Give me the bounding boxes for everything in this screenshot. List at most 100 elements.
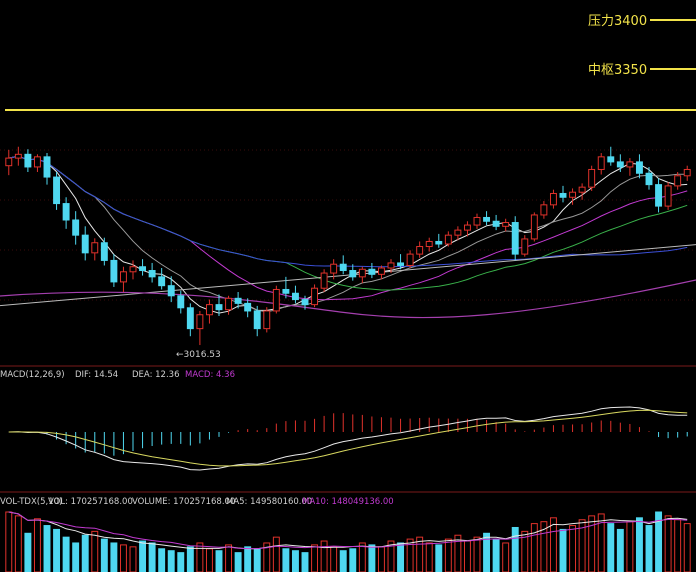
volume-bar-0	[5, 511, 13, 572]
volume-bar-70	[674, 519, 682, 572]
candle-body-43	[416, 246, 424, 255]
volume-bar-37	[358, 542, 366, 572]
ma60-line	[8, 155, 688, 268]
volume-bar-17	[167, 550, 175, 572]
candle-body-9	[91, 242, 99, 254]
volume-bar-5	[53, 528, 61, 572]
candle-body-42	[406, 253, 414, 266]
candle-body-55	[530, 214, 538, 240]
volume-bar-11	[110, 542, 118, 572]
volume-bar-65	[626, 521, 634, 572]
volume-bar-22	[215, 550, 223, 572]
candle-body-19	[186, 307, 194, 330]
candle-body-65	[626, 161, 634, 168]
volume-bar-45	[435, 544, 443, 572]
macd-panel: MACD(12,26,9) DIF: 14.54 DEA: 12.36 MACD…	[0, 365, 696, 471]
candle-body-47	[454, 229, 462, 236]
volume-bar-67	[645, 525, 653, 572]
candle-body-15	[148, 270, 156, 278]
volume-bar-50	[483, 532, 491, 572]
candle-body-49	[473, 216, 481, 226]
candle-body-29	[282, 288, 290, 294]
candlesticks	[5, 146, 691, 346]
volume-bar-63	[607, 523, 615, 572]
volume-panel: VOL-TDX(5,10) VOL: 170257168.00 VOLUME: …	[0, 491, 696, 572]
volume-bar-53	[511, 526, 519, 572]
candle-body-44	[425, 240, 433, 248]
candle-body-2	[24, 153, 32, 168]
candle-body-21	[205, 304, 213, 316]
macd-histogram	[17, 413, 688, 456]
ma120-line	[0, 244, 696, 307]
volume-bar-3	[33, 518, 41, 572]
candle-body-62	[597, 156, 605, 170]
candle-body-11	[110, 259, 118, 283]
candle-body-52	[502, 222, 510, 227]
candle-body-5	[53, 176, 61, 205]
candle-body-10	[100, 242, 108, 261]
volume-bar-68	[655, 511, 663, 572]
macd-value: MACD: 4.36	[185, 370, 235, 380]
candle-body-53	[511, 222, 519, 255]
volume-title: VOL-TDX(5,10)	[0, 497, 62, 507]
volume-bar-33	[320, 540, 328, 572]
candle-body-39	[377, 267, 385, 275]
volume-bar-44	[425, 542, 433, 572]
volume-bar-9	[91, 530, 99, 572]
candle-body-33	[320, 272, 328, 289]
candle-body-3	[33, 156, 41, 168]
volume-bar-55	[530, 523, 538, 572]
candle-body-36	[349, 270, 357, 278]
candle-body-22	[215, 304, 223, 311]
candle-body-70	[674, 175, 682, 187]
candle-body-68	[655, 184, 663, 207]
macd-dif-line	[8, 406, 688, 471]
candle-body-25	[244, 302, 252, 312]
volume-bar-21	[205, 548, 213, 572]
volume-vol: VOL: 170257168.00	[48, 497, 133, 507]
volume-bar-58	[559, 528, 567, 572]
volume-bar-14	[139, 540, 147, 572]
candle-body-17	[167, 285, 175, 297]
volume-bar-23	[225, 544, 233, 572]
volume-bar-30	[291, 550, 299, 572]
candle-body-1	[14, 153, 22, 159]
candle-body-28	[272, 288, 280, 312]
volume-ma10: MA10: 148049136.00	[302, 497, 394, 507]
macd-dea-line	[8, 409, 688, 467]
volume-bar-26	[253, 548, 261, 572]
volume-bar-34	[330, 546, 338, 572]
candle-body-0	[5, 157, 13, 167]
volume-bar-46	[444, 538, 452, 572]
volume-bar-12	[119, 544, 127, 572]
candle-body-31	[301, 299, 309, 306]
resistance-label: 压力3400	[588, 14, 647, 29]
volume-bar-7	[72, 542, 80, 572]
candle-body-14	[139, 266, 147, 272]
candle-body-71	[683, 168, 691, 177]
volume-bar-8	[81, 534, 89, 572]
volume-bar-10	[100, 538, 108, 572]
candle-body-57	[549, 192, 557, 206]
candle-body-48	[463, 224, 471, 231]
volume-bar-20	[196, 542, 204, 572]
candle-body-27	[263, 310, 271, 330]
candle-body-32	[311, 287, 319, 306]
candle-body-8	[81, 234, 89, 254]
volume-bar-29	[282, 548, 290, 572]
candle-body-64	[616, 161, 624, 168]
ma250-line	[0, 279, 696, 319]
volume-volume: VOLUME: 170257168.00	[132, 497, 235, 507]
volume-bar-43	[416, 536, 424, 572]
candle-body-66	[635, 161, 643, 174]
candle-body-38	[368, 268, 376, 275]
volume-bar-47	[454, 534, 462, 572]
volume-bar-36	[349, 548, 357, 572]
macd-lines	[8, 406, 688, 471]
candle-body-46	[444, 234, 452, 245]
candle-body-34	[330, 263, 338, 274]
volume-bar-52	[502, 542, 510, 572]
moving-averages	[0, 155, 696, 319]
pivot-label: 中枢3350	[588, 63, 647, 78]
